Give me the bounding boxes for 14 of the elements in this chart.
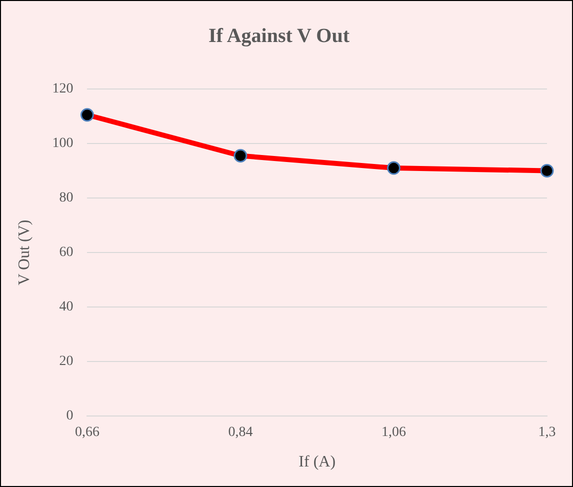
y-tick-label: 60 bbox=[59, 245, 74, 260]
x-tick-label: 1,06 bbox=[381, 425, 406, 440]
y-axis-title: V Out (V) bbox=[16, 220, 33, 286]
chart-title: If Against V Out bbox=[208, 25, 350, 48]
y-tick-label: 40 bbox=[59, 300, 74, 315]
y-tick-label: 20 bbox=[59, 354, 74, 370]
y-tick-label: 100 bbox=[52, 136, 74, 152]
x-tick-label: 0,66 bbox=[74, 425, 100, 440]
x-tick-label: 0,84 bbox=[228, 425, 253, 440]
y-tick-label: 80 bbox=[59, 190, 74, 206]
x-axis-title: If (A) bbox=[298, 454, 336, 471]
y-tick-label: 0 bbox=[66, 408, 74, 424]
y-tick-label: 120 bbox=[52, 82, 74, 97]
x-tick-label: 1,3 bbox=[538, 425, 556, 440]
